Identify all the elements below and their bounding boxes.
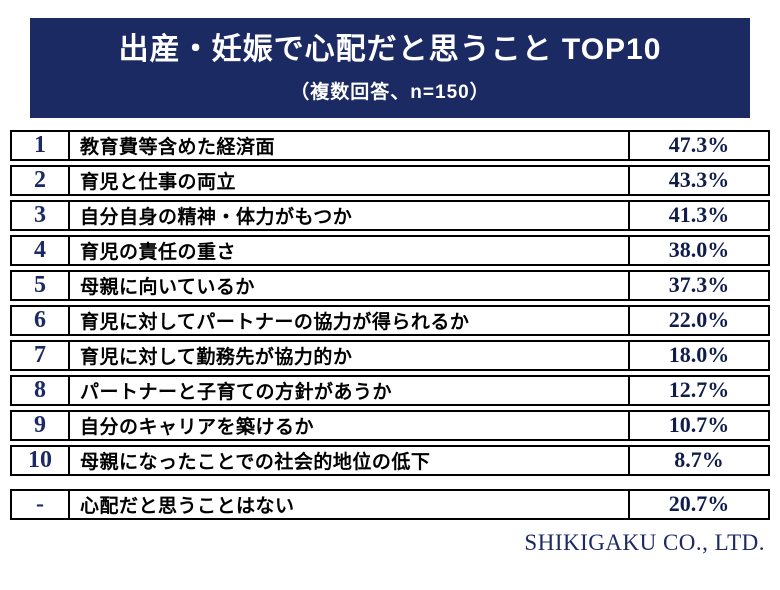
company-credit: SHIKIGAKU CO., LTD. <box>524 529 765 555</box>
table-row: 4 育児の責任の重さ 38.0% <box>10 234 770 266</box>
percent-cell: 12.7% <box>628 376 768 404</box>
page-subtitle: （複数回答、n=150） <box>290 81 490 103</box>
table-row: 10 母親になったことでの社会的地位の低下 8.7% <box>10 444 770 476</box>
table-row: 1 教育費等含めた経済面 47.3% <box>10 129 770 161</box>
item-cell: 自分のキャリアを築けるか <box>80 416 315 438</box>
rank-cell: 7 <box>12 341 70 369</box>
item-cell: 育児の責任の重さ <box>80 241 237 263</box>
rank-cell: - <box>12 490 70 518</box>
rank-cell: 9 <box>12 411 70 439</box>
percent-cell: 43.3% <box>628 166 768 194</box>
percent-cell: 18.0% <box>628 341 768 369</box>
table-row: 7 育児に対して勤務先が協力的か 18.0% <box>10 339 770 371</box>
rank-cell: 5 <box>12 271 70 299</box>
header-banner: 出産・妊娠で心配だと思うこと TOP10 （複数回答、n=150） <box>30 18 750 118</box>
table-row: 9 自分のキャリアを築けるか 10.7% <box>10 409 770 441</box>
rank-cell: 1 <box>12 131 70 159</box>
item-cell: 自分自身の精神・体力がもつか <box>80 206 353 228</box>
table-row: 5 母親に向いているか 37.3% <box>10 269 770 301</box>
ranking-table: 1 教育費等含めた経済面 47.3% 2 育児と仕事の両立 43.3% 3 自分… <box>10 129 770 520</box>
percent-cell: 10.7% <box>628 411 768 439</box>
item-cell: 育児に対して勤務先が協力的か <box>80 346 353 368</box>
item-cell: 教育費等含めた経済面 <box>80 136 276 158</box>
table-row: 8 パートナーと子育ての方針があうか 12.7% <box>10 374 770 406</box>
percent-cell: 37.3% <box>628 271 768 299</box>
item-cell: 心配だと思うことはない <box>80 495 295 517</box>
table-row: 6 育児に対してパートナーの協力が得られるか 22.0% <box>10 304 770 336</box>
item-cell: 育児と仕事の両立 <box>80 171 237 193</box>
rank-cell: 6 <box>12 306 70 334</box>
item-cell: パートナーと子育ての方針があうか <box>80 381 393 403</box>
table-row: 2 育児と仕事の両立 43.3% <box>10 164 770 196</box>
item-cell: 育児に対してパートナーの協力が得られるか <box>80 311 470 333</box>
percent-cell: 20.7% <box>628 490 768 518</box>
percent-cell: 38.0% <box>628 236 768 264</box>
rank-cell: 4 <box>12 236 70 264</box>
page-title: 出産・妊娠で心配だと思うこと TOP10 <box>118 33 662 66</box>
item-cell: 母親に向いているか <box>80 276 255 298</box>
percent-cell: 41.3% <box>628 201 768 229</box>
percent-cell: 22.0% <box>628 306 768 334</box>
rank-cell: 8 <box>12 376 70 404</box>
rank-cell: 2 <box>12 166 70 194</box>
rank-cell: 3 <box>12 201 70 229</box>
rank-cell: 10 <box>12 446 70 474</box>
percent-cell: 8.7% <box>628 446 768 474</box>
table-row-no-worry: - 心配だと思うことはない 20.7% <box>10 488 770 520</box>
item-cell: 母親になったことでの社会的地位の低下 <box>80 451 431 473</box>
table-row: 3 自分自身の精神・体力がもつか 41.3% <box>10 199 770 231</box>
percent-cell: 47.3% <box>628 131 768 159</box>
